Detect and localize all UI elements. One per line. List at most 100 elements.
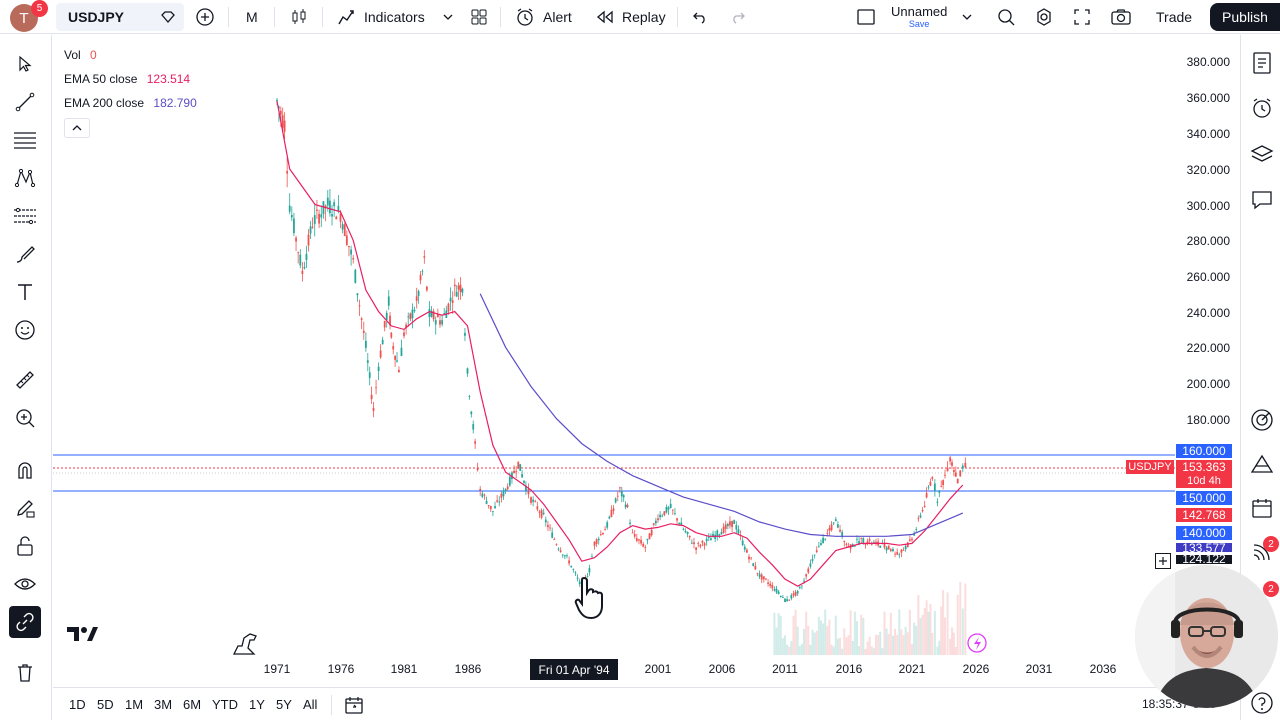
candle-body: [773, 589, 776, 591]
candle-body: [331, 214, 333, 217]
candle-body: [887, 545, 890, 550]
layout-square-icon[interactable]: [856, 0, 876, 34]
alerts-clock-icon[interactable]: [1249, 95, 1275, 121]
date-range-calendar-icon[interactable]: [344, 688, 364, 721]
ideas-icon[interactable]: [1249, 451, 1275, 477]
candle-body: [311, 226, 314, 228]
chevron-down-icon[interactable]: [442, 0, 454, 34]
candle-body: [602, 533, 604, 535]
range-all-button[interactable]: All: [303, 697, 318, 712]
emoji-icon[interactable]: [9, 314, 41, 346]
fib-retracement-icon[interactable]: [9, 200, 41, 232]
volume-bar: [927, 611, 930, 655]
candle-body: [492, 510, 494, 512]
range-1d-button[interactable]: 1D: [69, 697, 86, 712]
watchlist-icon[interactable]: [1249, 50, 1275, 76]
settings-gear-icon[interactable]: [1034, 0, 1054, 34]
layout-name-button[interactable]: Unnamed Save: [891, 0, 947, 34]
eye-icon[interactable]: [9, 568, 41, 600]
help-icon[interactable]: [1249, 690, 1275, 716]
candle-body: [337, 205, 340, 212]
volume-legend[interactable]: Vol 0: [64, 48, 97, 62]
range-6m-button[interactable]: 6M: [183, 697, 202, 712]
replay-button[interactable]: Replay: [596, 0, 666, 34]
trend-line-icon[interactable]: [9, 86, 41, 118]
volume-bar: [779, 615, 782, 655]
candle-body: [316, 209, 318, 211]
candle-body: [599, 534, 602, 535]
ruler-icon[interactable]: [9, 364, 41, 396]
candle-body: [370, 394, 373, 400]
add-price-line-button[interactable]: [1155, 553, 1171, 569]
volume-bar: [951, 627, 954, 655]
symbol-search[interactable]: USDJPY: [56, 3, 184, 31]
candles-icon[interactable]: [290, 0, 308, 34]
horizontal-lines-icon[interactable]: [9, 124, 41, 156]
candle-body: [377, 366, 380, 371]
lightning-event-icon[interactable]: [967, 633, 987, 653]
candle-body: [703, 543, 706, 546]
candle-body: [729, 521, 731, 526]
layers-icon[interactable]: [1249, 141, 1275, 167]
candle-body: [489, 505, 492, 510]
candle-body: [288, 205, 291, 212]
volume-bar: [792, 615, 795, 655]
camera-icon[interactable]: [1110, 0, 1132, 34]
trade-button[interactable]: Trade: [1156, 9, 1193, 25]
price-tag-160: 160.000: [1176, 444, 1232, 458]
undo-icon[interactable]: [692, 0, 708, 34]
range-ytd-button[interactable]: YTD: [212, 697, 238, 712]
magnet-icon[interactable]: [9, 454, 41, 486]
candle-body: [921, 509, 924, 512]
zoom-in-icon[interactable]: [9, 402, 41, 434]
link-icon[interactable]: [9, 606, 41, 638]
target-icon[interactable]: [1249, 407, 1275, 433]
volume-bar: [800, 643, 803, 655]
range-5y-button[interactable]: 5Y: [276, 697, 292, 712]
volume-bar: [872, 648, 875, 655]
volume-bar: [811, 629, 814, 655]
templates-grid-icon[interactable]: [470, 0, 488, 34]
indicators-button[interactable]: Indicators: [337, 0, 425, 34]
candle-body: [525, 485, 527, 491]
calendar-icon[interactable]: [1249, 495, 1275, 521]
chevron-down-icon[interactable]: [961, 0, 973, 34]
price-chart[interactable]: [53, 35, 1240, 685]
notification-badge: 2: [1263, 536, 1279, 552]
alert-button[interactable]: Alert: [515, 0, 572, 34]
unlock-icon[interactable]: [9, 530, 41, 562]
candle-body: [494, 506, 496, 509]
trash-icon[interactable]: [9, 657, 41, 689]
avatar-letter: T: [19, 9, 29, 27]
candle-body: [519, 464, 522, 471]
ema200-legend[interactable]: EMA 200 close 182.790: [64, 96, 197, 110]
fullscreen-icon[interactable]: [1072, 0, 1092, 34]
candle-body: [902, 550, 905, 551]
range-1y-button[interactable]: 1Y: [249, 697, 265, 712]
chat-icon[interactable]: [1249, 187, 1275, 213]
candle-body: [481, 493, 484, 497]
pencil-lock-icon[interactable]: [9, 492, 41, 524]
volume-bar: [919, 618, 922, 655]
symbol-menu-icon[interactable]: [160, 0, 176, 34]
dinosaur-icon[interactable]: [232, 633, 257, 655]
candle-body: [771, 584, 774, 589]
publish-button[interactable]: Publish: [1210, 3, 1280, 31]
compare-add-icon[interactable]: [195, 0, 215, 34]
brush-icon[interactable]: [9, 238, 41, 270]
range-5d-button[interactable]: 5D: [97, 697, 114, 712]
redo-icon[interactable]: [730, 0, 746, 34]
cursor-arrow-icon[interactable]: [9, 48, 41, 80]
notification-badge: 2: [1263, 581, 1279, 597]
legend-collapse-button[interactable]: [64, 118, 90, 138]
text-tool-icon[interactable]: [9, 276, 41, 308]
candle-body: [614, 498, 617, 503]
range-1m-button[interactable]: 1M: [125, 697, 144, 712]
ema50-legend[interactable]: EMA 50 close 123.514: [64, 72, 190, 86]
quick-search-icon[interactable]: [996, 0, 1016, 34]
pattern-icon[interactable]: [9, 162, 41, 194]
candle-body: [513, 470, 515, 474]
tradingview-logo[interactable]: [66, 625, 98, 648]
range-3m-button[interactable]: 3M: [154, 697, 173, 712]
interval-button[interactable]: M: [246, 9, 258, 25]
